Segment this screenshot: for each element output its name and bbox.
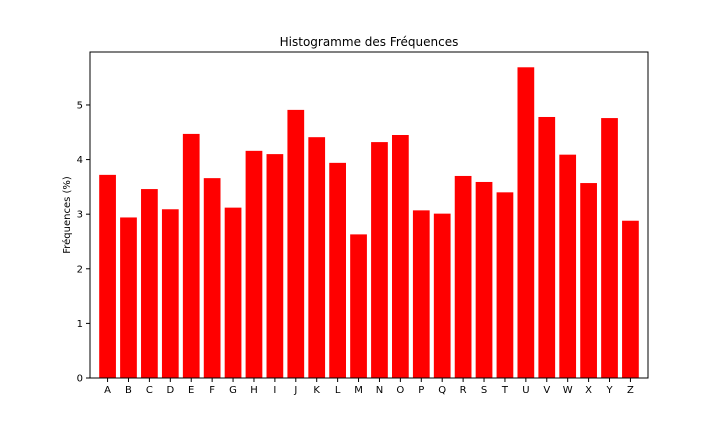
- x-axis-ticks: A B C D E F G H I J K L M N O P Q R S T U V W X Y Z: [104, 378, 634, 396]
- x-tick-label: Y: [605, 385, 613, 396]
- x-tick-label: K: [313, 385, 320, 396]
- y-tick-label: 5: [77, 100, 83, 111]
- bar-f: [203, 178, 221, 378]
- x-tick-label: G: [229, 385, 237, 396]
- x-tick-label: F: [209, 385, 215, 396]
- bar-l: [329, 162, 346, 378]
- bar-q: [433, 213, 451, 378]
- x-tick-label: M: [354, 385, 363, 396]
- x-tick-label: H: [250, 385, 258, 396]
- x-tick-label: Z: [627, 385, 634, 396]
- bar-e: [182, 133, 200, 378]
- x-tick-label: P: [418, 385, 424, 396]
- bar-g: [224, 207, 242, 378]
- bar-s: [475, 181, 493, 378]
- bar-b: [120, 217, 137, 378]
- x-tick-label: D: [166, 385, 174, 396]
- bar-w: [559, 154, 577, 378]
- y-axis-label: Fréquences (%): [61, 176, 73, 254]
- bar-a: [99, 174, 116, 378]
- bar-k: [308, 137, 326, 378]
- bar-u: [517, 67, 535, 378]
- bar-h: [245, 150, 263, 378]
- bar-v: [538, 116, 556, 379]
- bar-i: [266, 154, 284, 378]
- x-tick-label: X: [585, 385, 592, 396]
- y-axis-ticks: 0 1 2 3 4 5: [77, 100, 90, 385]
- x-tick-label: V: [543, 385, 550, 396]
- plot-frame: [89, 51, 649, 379]
- bar-r: [454, 175, 472, 378]
- bar-j: [287, 109, 305, 378]
- x-tick-label: I: [273, 385, 276, 396]
- bar-x: [580, 183, 597, 378]
- y-tick-label: 1: [77, 319, 83, 330]
- x-tick-label: S: [481, 385, 487, 396]
- x-tick-label: R: [460, 385, 467, 396]
- x-tick-label: Q: [438, 385, 446, 396]
- bars-group: [99, 67, 639, 379]
- bar-n: [371, 142, 388, 378]
- bar-d: [161, 209, 179, 378]
- x-tick-label: C: [146, 385, 153, 396]
- bar-p: [412, 210, 430, 378]
- bar-y: [601, 118, 618, 378]
- chart-title: Histogramme des Fréquences: [280, 35, 459, 49]
- bar-c: [141, 189, 158, 378]
- x-tick-label: T: [501, 385, 509, 396]
- bar-m: [350, 234, 367, 378]
- x-tick-label: N: [376, 385, 383, 396]
- y-tick-label: 2: [77, 264, 83, 275]
- y-tick-label: 4: [77, 155, 83, 166]
- x-tick-label: J: [293, 385, 297, 396]
- x-tick-label: O: [396, 385, 404, 396]
- bar-o: [392, 135, 409, 378]
- x-tick-label: W: [563, 385, 573, 396]
- x-tick-label: U: [522, 385, 529, 396]
- x-tick-label: L: [335, 385, 341, 396]
- y-tick-label: 0: [77, 374, 83, 385]
- bar-z: [622, 220, 639, 378]
- x-tick-label: A: [104, 385, 111, 396]
- x-tick-label: E: [188, 385, 194, 396]
- bar-t: [496, 192, 514, 378]
- y-tick-label: 3: [77, 210, 83, 221]
- x-tick-label: B: [125, 385, 132, 396]
